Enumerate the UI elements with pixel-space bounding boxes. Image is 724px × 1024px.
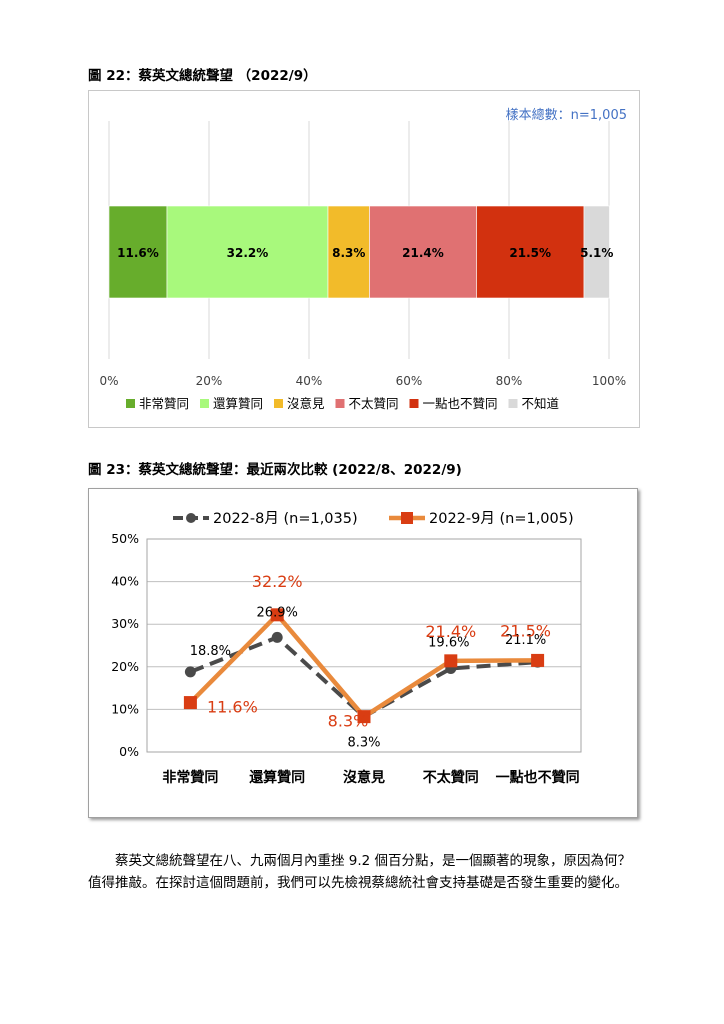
line-chart: 0% 10% 20% 30% 40% 50% 非常贊同 還算贊同 沒意見 不太贊同 一點也不贊同 18… bbox=[111, 511, 582, 786]
data-label: 8.3% bbox=[332, 246, 365, 260]
series-2022-8-label: 26.9% bbox=[257, 605, 298, 620]
legend-entry: 沒意見 bbox=[287, 396, 325, 411]
bar-segment bbox=[369, 205, 477, 299]
series-2022-8-label: 21.1% bbox=[505, 633, 546, 648]
figure-22-panel: 樣本總數：n=1,005 0% 20% 40% 60% 80% 100% 11.6% 32.2… bbox=[88, 90, 640, 428]
legend-marker-2022-9 bbox=[401, 512, 413, 524]
data-label: 5.1% bbox=[580, 246, 613, 260]
x-tick-label: 0% bbox=[99, 374, 118, 388]
x-tick-label: 40% bbox=[296, 374, 323, 388]
data-label: 32.2% bbox=[227, 246, 269, 260]
data-label: 11.6% bbox=[117, 246, 159, 260]
legend-entry: 2022-9月 (n=1,005) bbox=[429, 511, 574, 527]
series-2022-9-point bbox=[183, 696, 197, 710]
x-tick-label: 沒意見 bbox=[343, 769, 385, 786]
x-tick-label: 非常贊同 bbox=[162, 769, 218, 786]
series-2022-9-label: 8.3% bbox=[328, 712, 369, 731]
x-tick-label: 100% bbox=[592, 374, 626, 388]
legend-entry: 還算贊同 bbox=[213, 396, 263, 411]
legend-swatch bbox=[335, 399, 345, 408]
legend-entry: 非常贊同 bbox=[139, 396, 189, 411]
series-2022-9-point bbox=[444, 654, 458, 668]
legend-swatch bbox=[409, 399, 419, 408]
x-tick-label: 一點也不贊同 bbox=[496, 769, 580, 786]
body-paragraph: 蔡英文總統聲望在八、九兩個月內重挫 9.2 個百分點，是一個顯著的現象，原因為何… bbox=[88, 850, 640, 894]
series-2022-9-point bbox=[531, 653, 545, 667]
paragraph-text: 蔡英文總統聲望在八、九兩個月內重挫 9.2 個百分點，是一個顯著的現象，原因為何… bbox=[88, 853, 632, 891]
legend-marker-2022-8 bbox=[186, 513, 196, 523]
sample-size-label: 樣本總數：n=1,005 bbox=[506, 107, 627, 123]
series-2022-8-point bbox=[271, 631, 283, 643]
legend-entry: 一點也不贊同 bbox=[423, 396, 498, 411]
series-2022-8-point bbox=[184, 666, 196, 678]
legend-entry: 2022-8月 (n=1,035) bbox=[213, 511, 358, 527]
legend-entry: 不太贊同 bbox=[349, 396, 399, 411]
legend-swatch bbox=[508, 399, 518, 408]
figure-23-panel: 0% 10% 20% 30% 40% 50% 非常贊同 還算贊同 沒意見 不太贊同 一點也不贊同 18… bbox=[88, 488, 638, 818]
bar-segment bbox=[583, 205, 610, 299]
y-tick-label: 50% bbox=[111, 531, 139, 546]
legend-entry: 不知道 bbox=[522, 396, 560, 411]
legend-swatch bbox=[274, 399, 283, 408]
data-label: 21.4% bbox=[402, 246, 444, 260]
x-tick-label: 不太贊同 bbox=[423, 769, 479, 786]
stacked-bar-chart: 樣本總數：n=1,005 0% 20% 40% 60% 80% 100% 11.6% 32.2… bbox=[99, 107, 627, 411]
x-tick-label: 還算贊同 bbox=[249, 769, 305, 786]
plot-area bbox=[146, 538, 582, 753]
y-tick-label: 40% bbox=[111, 574, 139, 589]
x-tick-label: 80% bbox=[496, 374, 523, 388]
series-2022-8-label: 19.6% bbox=[428, 636, 469, 651]
y-tick-label: 30% bbox=[111, 616, 139, 631]
series-2022-9-point bbox=[357, 710, 371, 724]
bar-segment bbox=[476, 205, 585, 299]
x-tick-label: 60% bbox=[396, 374, 423, 388]
y-tick-label: 20% bbox=[111, 659, 139, 674]
series-2022-9-label: 21.5% bbox=[500, 621, 551, 640]
y-tick-label: 10% bbox=[111, 701, 139, 716]
data-label: 21.5% bbox=[509, 246, 551, 260]
figure-22-title: 圖 22：蔡英文總統聲望 （2022/9） bbox=[88, 68, 317, 84]
series-2022-9-label: 11.6% bbox=[207, 698, 258, 717]
series-2022-8-label: 18.8% bbox=[190, 644, 231, 659]
legend-swatch bbox=[200, 399, 209, 408]
y-tick-label: 0% bbox=[119, 744, 139, 759]
series-2022-9-point bbox=[270, 608, 284, 622]
series-2022-8-label: 8.3% bbox=[347, 736, 380, 751]
series-2022-9-label: 21.4% bbox=[425, 622, 476, 641]
x-tick-label: 20% bbox=[196, 374, 223, 388]
bar-segment bbox=[108, 205, 168, 299]
series-2022-9-label: 32.2% bbox=[252, 572, 303, 591]
figure-23-title: 圖 23：蔡英文總統聲望：最近兩次比較 (2022/8、2022/9) bbox=[88, 462, 462, 478]
legend-swatch bbox=[126, 399, 135, 408]
